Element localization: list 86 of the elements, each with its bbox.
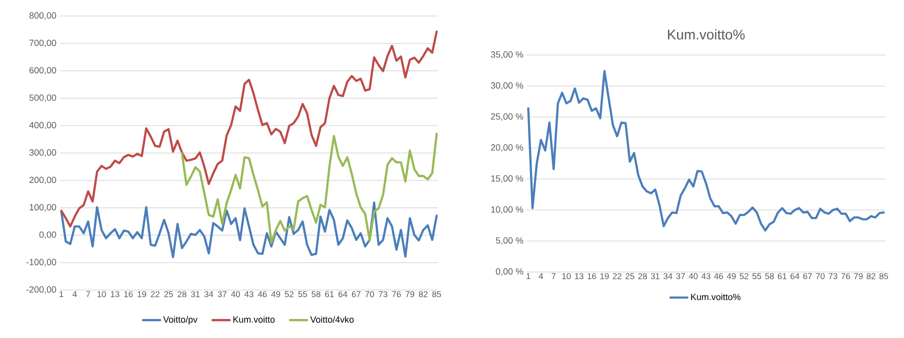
- x-tick-label: 73: [378, 291, 388, 298]
- x-tick-label: 13: [574, 273, 584, 280]
- line-series: [527, 70, 885, 232]
- x-tick-label: 76: [841, 273, 850, 280]
- x-tick-label: 4: [538, 273, 544, 280]
- line-series: [180, 132, 438, 244]
- x-tick-label: 58: [312, 291, 320, 298]
- y-tick-label: 0,00: [39, 231, 56, 239]
- y-tick-label: 30,00 %: [490, 82, 524, 90]
- x-tick-label: 79: [854, 273, 863, 280]
- x-tick-label: 19: [138, 291, 146, 298]
- x-tick-label: 28: [638, 273, 647, 280]
- x-tick-label: 22: [612, 273, 622, 280]
- x-tick-label: 70: [365, 291, 374, 298]
- x-tick-label: 4: [72, 291, 77, 298]
- x-tick-label: 58: [765, 273, 774, 280]
- x-tick-label: 64: [790, 273, 800, 280]
- x-tick-label: 10: [562, 273, 571, 280]
- y-tick-label: 35,00 %: [490, 51, 524, 59]
- x-tick-label: 70: [816, 273, 825, 280]
- y-tick-label: 800,00: [29, 12, 56, 20]
- x-tick-label: 85: [879, 273, 888, 280]
- y-tick-label: 0,00 %: [496, 268, 524, 276]
- y-tick-label: 100,00: [30, 204, 56, 212]
- x-tick-label: 61: [778, 273, 786, 280]
- y-tick-label: 25,00 %: [491, 113, 524, 121]
- x-tick-label: 16: [124, 291, 133, 298]
- x-tick-label: 82: [418, 291, 428, 298]
- y-tick-label: 20,00 %: [491, 144, 524, 152]
- x-tick-label: 46: [714, 273, 724, 280]
- x-tick-label: 43: [244, 291, 254, 298]
- x-tick-label: 55: [298, 291, 307, 298]
- x-tick-label: 28: [178, 291, 186, 298]
- x-tick-label: 25: [626, 273, 634, 280]
- y-tick-label: 10,00 %: [491, 206, 524, 214]
- legend-label: Voitto/4vko: [310, 316, 354, 323]
- chart-title: Kum.voitto%: [668, 29, 745, 40]
- y-tick-label: 5,00 %: [496, 237, 524, 245]
- x-tick-label: 76: [392, 291, 401, 298]
- y-tick-label: 200,00: [30, 176, 56, 184]
- x-tick-label: 1: [526, 273, 530, 280]
- x-tick-label: 13: [110, 291, 120, 298]
- x-tick-label: 67: [803, 273, 812, 280]
- line-series: [60, 202, 438, 258]
- legend-label: Kum.voitto%: [691, 294, 740, 300]
- x-tick-label: 55: [752, 273, 762, 280]
- x-tick-label: 82: [866, 273, 876, 280]
- x-tick-label: 46: [258, 291, 267, 298]
- x-tick-label: 43: [701, 273, 710, 280]
- x-tick-label: 10: [97, 291, 106, 298]
- x-tick-label: 49: [726, 273, 736, 280]
- x-tick-label: 67: [352, 291, 361, 298]
- x-tick-label: 85: [432, 291, 442, 298]
- y-tick-label: 15,00 %: [491, 175, 524, 183]
- x-tick-label: 52: [740, 273, 748, 280]
- x-tick-label: 40: [688, 273, 698, 280]
- y-tick-label: 300,00: [29, 149, 56, 157]
- x-tick-label: 40: [231, 291, 240, 298]
- y-tick-label: -200,00: [26, 286, 56, 294]
- x-tick-label: 34: [204, 291, 214, 298]
- x-tick-label: 52: [284, 291, 294, 298]
- x-tick-label: 49: [271, 291, 280, 298]
- x-tick-label: 79: [406, 291, 414, 298]
- y-tick-label: 700,00: [30, 40, 56, 48]
- x-tick-label: 16: [588, 273, 596, 280]
- x-tick-label: 31: [191, 291, 200, 298]
- legend-label: Voitto/pv: [163, 316, 198, 324]
- x-tick-label: 37: [218, 291, 226, 298]
- y-tick-label: 600,00: [30, 67, 56, 74]
- y-tick-label: 400,00: [29, 122, 56, 130]
- y-tick-label: 500,00: [29, 94, 56, 102]
- x-tick-label: 37: [676, 273, 685, 280]
- x-tick-label: 1: [60, 291, 64, 298]
- x-tick-label: 34: [664, 273, 672, 280]
- x-tick-label: 22: [150, 291, 160, 298]
- x-tick-label: 7: [552, 273, 556, 280]
- x-tick-label: 25: [164, 291, 173, 298]
- y-tick-label: -100,00: [26, 258, 56, 266]
- x-tick-label: 61: [325, 291, 334, 298]
- x-tick-label: 73: [828, 273, 838, 280]
- legend-label: Kum.voitto: [233, 316, 275, 323]
- x-tick-label: 31: [650, 273, 660, 280]
- line-series: [60, 30, 438, 228]
- x-tick-label: 19: [600, 273, 609, 280]
- x-tick-label: 64: [338, 291, 348, 298]
- x-tick-label: 7: [86, 291, 90, 298]
